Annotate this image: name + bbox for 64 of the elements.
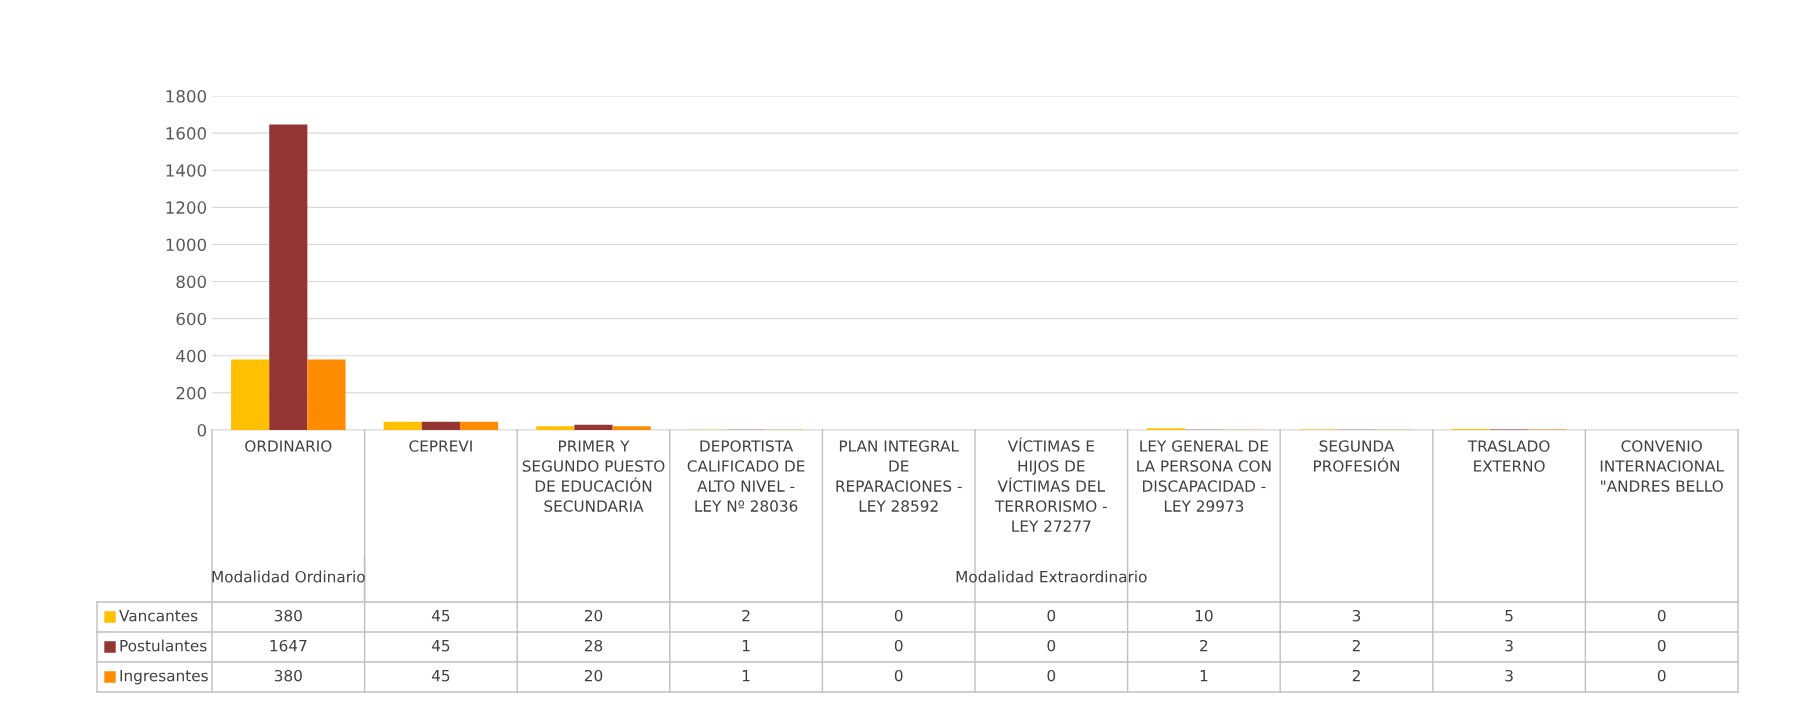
data-label: 3: [1505, 669, 1513, 682]
data-label: 45: [431, 640, 450, 652]
data-label: 380: [274, 669, 302, 682]
y-tick-label: 400: [176, 349, 207, 363]
data-label: 0: [894, 639, 903, 652]
data-label: 0: [1047, 639, 1056, 652]
data-label: 3: [1352, 609, 1361, 622]
y-tick-label: 800: [176, 275, 207, 289]
data-label: 20: [584, 669, 603, 682]
x-tick-label: VÍCTIMAS E HIJOS DE VÍCTIMAS DEL TERRORISMO - LEY 27277: [994, 437, 1107, 532]
data-label: 20: [584, 609, 603, 622]
x-tick-label: DEPORTISTA CALIFICADO DE ALTO NIVEL - LEY Nº 28036: [687, 440, 805, 512]
data-label: 1: [742, 670, 750, 682]
data-label: 10: [1195, 609, 1213, 622]
x-tick-label: CEPREVI: [409, 440, 472, 452]
data-label: 2: [1352, 669, 1360, 682]
data-label: 5: [1505, 610, 1513, 622]
x-tick-label: TRASLADO EXTERNO: [1467, 440, 1550, 472]
x-tick-label: PLAN INTEGRAL DE REPARACIONES - LEY 28592: [836, 440, 962, 512]
bar: [307, 359, 346, 430]
data-label: 2: [1200, 639, 1208, 652]
x-tick-label: ORDINARIO: [245, 440, 332, 452]
x-tick-label: PRIMER Y SEGUNDO PUESTO DE EDUCACIÓN SECUNDARIA: [522, 440, 665, 512]
data-label: 380: [274, 609, 302, 622]
data-label: 1647: [270, 639, 307, 652]
data-label: 2: [1352, 639, 1360, 652]
y-tick-label: 600: [176, 312, 207, 326]
data-label: 0: [1047, 609, 1056, 622]
bar: [421, 421, 460, 430]
data-label: 0: [1657, 669, 1666, 682]
legend-label: Vancantes: [119, 610, 198, 622]
bar: [269, 124, 308, 430]
x-tick-label: CONVENIO INTERNACIONAL "ANDRES BELLO: [1600, 440, 1724, 492]
y-tick-label: 0: [197, 423, 207, 437]
data-label: 0: [1657, 609, 1666, 622]
data-label: 0: [894, 609, 903, 622]
x-tick-label: SEGUNDA PROFESIÓN: [1314, 440, 1399, 472]
y-tick-label: 1000: [166, 238, 207, 252]
bar: [612, 426, 651, 430]
data-label: 0: [1047, 669, 1056, 682]
legend-label: Ingresantes: [120, 670, 208, 685]
y-tick-label: 1200: [166, 201, 207, 214]
data-label: 3: [1505, 639, 1513, 652]
data-label: 0: [894, 669, 903, 682]
y-tick-label: 1600: [166, 127, 207, 140]
data-label: 2: [742, 609, 750, 622]
text: Modalidad Extraordinario: [956, 570, 1147, 583]
y-tick-label: 1800: [166, 89, 207, 103]
data-label: 45: [431, 670, 450, 682]
bar: [383, 421, 422, 430]
text: Modalidad Ordinario: [212, 570, 365, 583]
data-label: 45: [431, 610, 450, 622]
bar: [231, 359, 270, 430]
legend-label: Postulantes: [120, 639, 207, 652]
data-label: 0: [1657, 639, 1666, 652]
x-tick-label: LEY GENERAL DE LA PERSONA CON DISCAPACIDAD - LEY 29973: [1137, 440, 1271, 512]
data-label: 1: [1200, 670, 1208, 682]
data-label: 28: [584, 639, 603, 652]
data-label: 1: [742, 640, 750, 652]
bar: [459, 421, 499, 430]
bar: [536, 426, 575, 430]
bar: [574, 424, 613, 430]
y-tick-label: 1400: [166, 164, 207, 177]
y-tick-label: 200: [176, 386, 207, 400]
